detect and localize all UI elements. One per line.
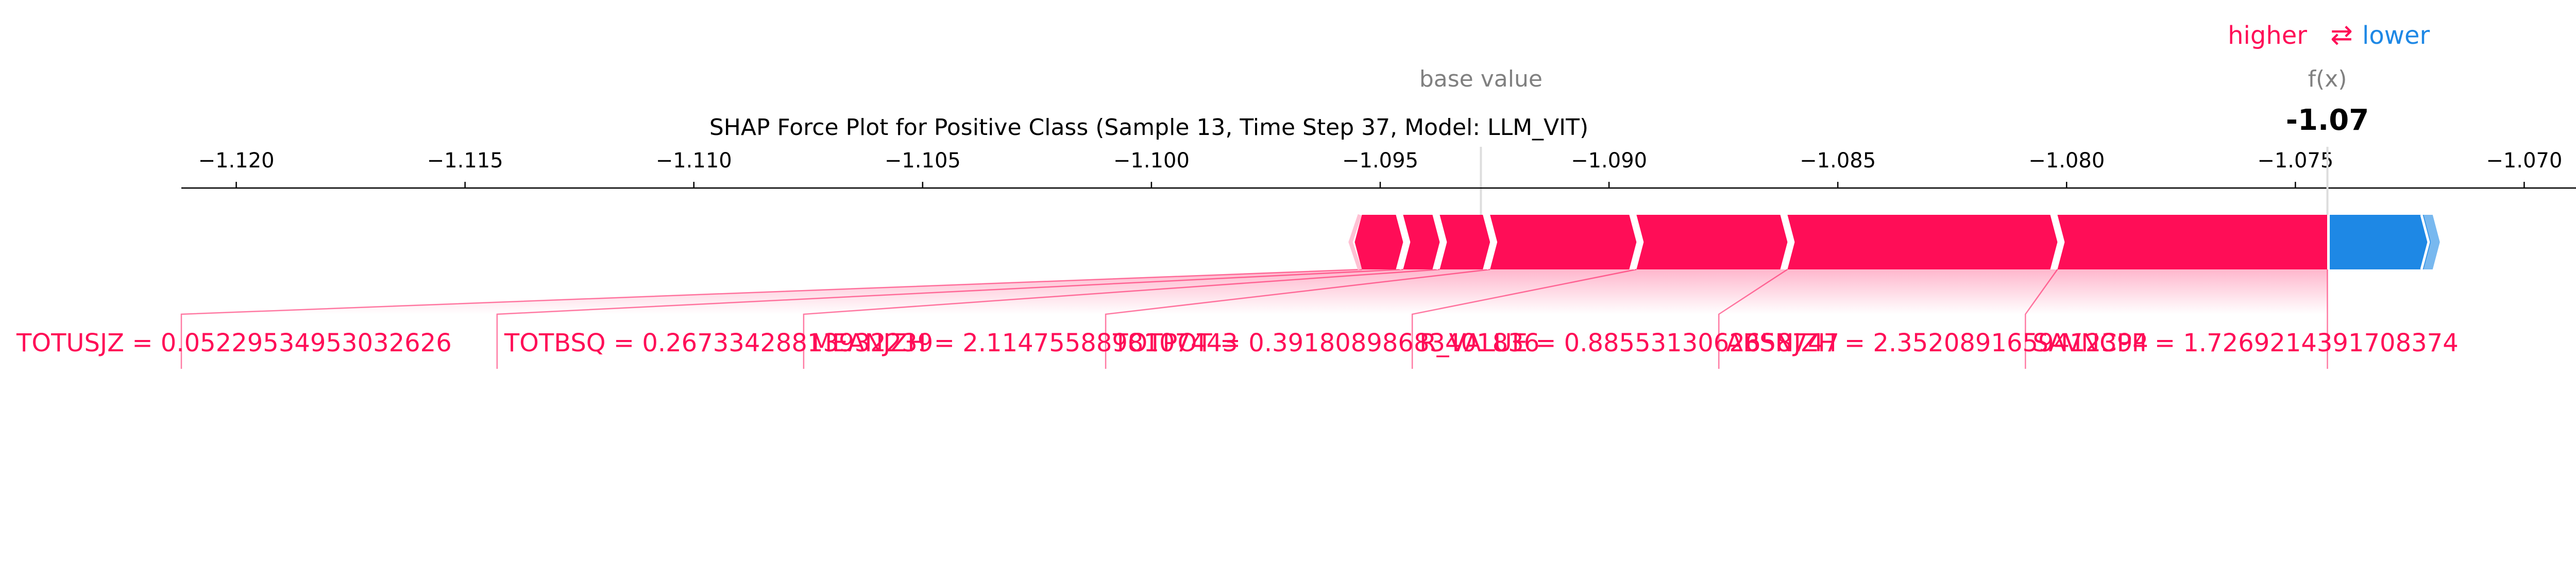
feature-label: MEANJZH = 2.1147558898107443 xyxy=(811,329,1238,357)
label-connector xyxy=(1718,268,1788,369)
feature-label: R_VALUE = 0.8855313062658747 xyxy=(1419,329,1839,357)
positive-left-edge-chevron xyxy=(1348,214,1362,270)
positive-segment-separator xyxy=(1398,214,1409,270)
label-connector xyxy=(2025,269,2058,369)
x-tick-label: −1.090 xyxy=(1571,149,1647,173)
positive-feature-segment xyxy=(1403,215,1440,269)
x-tick-label: −1.080 xyxy=(2028,149,2105,173)
positive-segment-separator xyxy=(1632,214,1642,270)
base-value-label: base value xyxy=(1419,66,1543,92)
label-connector xyxy=(1105,268,1490,369)
feature-label: TOTBSQ = 0.26733428813932239 xyxy=(504,329,933,357)
negative-segment-separator xyxy=(2420,214,2430,270)
negative-feature-segment xyxy=(2327,215,2431,269)
x-tick-label: −1.095 xyxy=(1342,149,1418,173)
positive-feature-segment xyxy=(1490,215,1637,269)
x-tick-label: −1.110 xyxy=(656,149,732,173)
chart-title: SHAP Force Plot for Positive Class (Samp… xyxy=(709,114,1588,141)
x-tick-label: −1.115 xyxy=(427,149,503,173)
positive-feature-segment xyxy=(1439,215,1490,269)
fx-label: f(x) xyxy=(2308,66,2347,92)
positive-segment-separator xyxy=(1435,214,1446,270)
feature-label: ABSNJZH = 2.3520891659412394 xyxy=(1726,329,2148,357)
x-tick-label: −1.070 xyxy=(2486,149,2562,173)
x-tick-label: −1.085 xyxy=(1800,149,1876,173)
positive-segment-separator xyxy=(1783,214,1793,270)
label-connector xyxy=(180,268,1362,369)
x-tick-label: −1.075 xyxy=(2257,149,2333,173)
label-connector xyxy=(803,268,1440,369)
x-tick-label: −1.120 xyxy=(198,149,275,173)
feature-label: TOTPOT = 0.39180898683401836 xyxy=(1112,329,1539,357)
label-connector xyxy=(496,268,1403,369)
label-connector xyxy=(1411,268,1637,369)
positive-segment-separator xyxy=(1485,214,1496,270)
legend-higher: higher xyxy=(2228,21,2307,50)
positive-feature-segment xyxy=(1636,215,1788,269)
positive-feature-segment xyxy=(2057,215,2328,269)
output-value: -1.07 xyxy=(2286,104,2369,137)
legend-arrows-icon: ⇄ xyxy=(2330,20,2353,50)
x-tick-label: −1.105 xyxy=(885,149,961,173)
feature-label: TOTUSJZ = 0.05229534953032626 xyxy=(16,329,452,357)
feature-label: SAVNCPP = 1.7269214391708374 xyxy=(2032,329,2458,357)
positive-feature-segment xyxy=(1354,215,1403,269)
negative-feature-segment xyxy=(2424,215,2440,269)
positive-segment-separator xyxy=(2053,214,2063,270)
x-tick-label: −1.100 xyxy=(1113,149,1190,173)
legend-lower: lower xyxy=(2362,21,2430,50)
positive-feature-segment xyxy=(1787,215,2058,269)
